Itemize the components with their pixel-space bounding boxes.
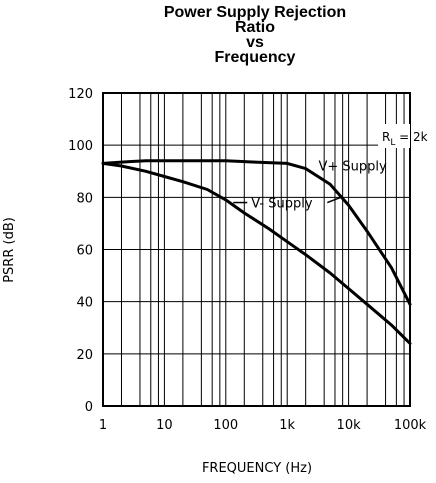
chart-title-line-3: vs <box>246 34 264 51</box>
y-tick-label: 40 <box>76 296 93 311</box>
series-labels: V+ Supply V- Supply <box>233 159 387 212</box>
y-tick-label: 100 <box>68 139 93 154</box>
v-minus-leader-right <box>327 196 342 204</box>
load-resistance-note: RL = 2k <box>382 130 428 148</box>
y-axis-label: PSRR (dB) <box>2 217 17 283</box>
chart-title-line-1: Power Supply Rejection <box>163 4 347 21</box>
load-resistance-subscript: L <box>390 138 395 148</box>
y-tick-label: 60 <box>76 244 93 259</box>
load-resistance-symbol: R <box>382 130 390 144</box>
series-label-v-plus: V+ Supply <box>318 159 387 174</box>
series-label-v-minus: V- Supply <box>251 197 313 212</box>
plot-frame <box>102 92 411 407</box>
x-tick-label: 10k <box>337 418 362 433</box>
x-tick-label: 100 <box>213 418 238 433</box>
chart-title-line-2: Ratio <box>235 19 275 36</box>
y-tick-label: 80 <box>76 191 93 206</box>
x-tick-label: 10 <box>156 418 173 433</box>
chart-title-line-4: Frequency <box>214 49 296 66</box>
y-tick-label: 120 <box>68 87 93 102</box>
load-resistance-value: = 2k <box>395 130 427 144</box>
series-lines <box>101 159 412 345</box>
x-axis-label: FREQUENCY (Hz) <box>202 461 312 476</box>
series-line-v-plus-supply <box>101 159 412 306</box>
series-line-v-minus-supply <box>101 161 412 345</box>
x-tick-label: 1k <box>279 418 295 433</box>
y-tick-label: 0 <box>85 400 93 415</box>
x-tick-label: 100k <box>394 418 427 433</box>
note-background <box>378 124 410 148</box>
y-tick-label: 20 <box>76 348 93 363</box>
grid <box>102 92 411 407</box>
x-tick-label: 1 <box>99 418 107 433</box>
